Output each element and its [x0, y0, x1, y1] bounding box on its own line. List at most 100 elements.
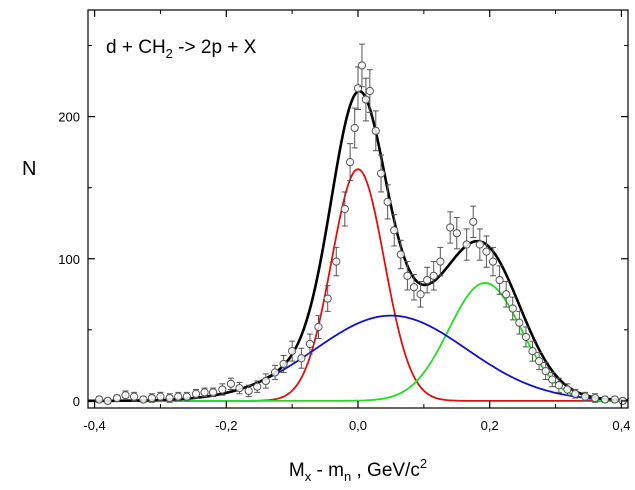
- x-tick-label: 0,4: [612, 418, 630, 433]
- data-point-marker: [446, 223, 455, 232]
- data-point-marker: [610, 395, 619, 404]
- data-point-marker: [279, 359, 288, 369]
- data-point: [147, 393, 156, 403]
- data-point: [353, 66, 363, 110]
- data-point: [495, 265, 504, 295]
- data-point-marker: [365, 86, 374, 96]
- data-point: [297, 347, 306, 369]
- data-point: [200, 387, 209, 398]
- data-point-marker: [103, 396, 112, 405]
- data-point-marker: [165, 393, 174, 403]
- data-point: [534, 352, 544, 371]
- data-point-marker: [345, 157, 355, 167]
- x-label-sub-n: n: [344, 469, 351, 484]
- data-point: [502, 280, 511, 308]
- data-point-marker: [571, 389, 580, 398]
- data-point-marker: [581, 392, 590, 401]
- fit-curves: [88, 89, 629, 403]
- reaction-annotation: d + CH2 -> 2p + X: [106, 37, 257, 61]
- annotation-rest: -> 2p + X: [173, 37, 257, 58]
- data-point-marker: [350, 123, 359, 133]
- data-point-marker: [488, 257, 498, 266]
- data-point-marker: [521, 332, 531, 342]
- data-point-marker: [156, 392, 165, 401]
- data-point: [469, 205, 478, 238]
- data-point-marker: [129, 392, 139, 401]
- annotation-subscript: 2: [166, 46, 173, 61]
- x-tick-label: 0,0: [349, 418, 367, 433]
- fit-curve-total: [88, 89, 629, 403]
- data-point-marker: [482, 247, 491, 256]
- data-point-marker: [121, 391, 130, 400]
- data-point: [332, 246, 341, 277]
- data-point: [350, 107, 359, 149]
- data-point-marker: [409, 283, 419, 292]
- data-point-marker: [112, 393, 122, 403]
- data-point-marker: [376, 169, 386, 178]
- data-point-marker: [554, 381, 563, 390]
- data-point: [508, 296, 517, 321]
- data-point-marker: [548, 375, 557, 384]
- data-point: [95, 395, 104, 404]
- data-point-marker: [390, 226, 399, 235]
- data-point-marker: [200, 388, 209, 397]
- x-label-sub-x: x: [305, 469, 312, 484]
- data-point-marker: [323, 294, 332, 303]
- data-point: [361, 77, 371, 122]
- axis-ticks: -0,4 -0,2 0,0 0,2 0,4 0 100 200: [58, 10, 630, 433]
- data-point: [174, 391, 183, 402]
- data-point-marker: [191, 389, 201, 398]
- data-point-marker: [139, 395, 148, 404]
- x-label-mid: - m: [311, 460, 344, 481]
- data-point-marker: [305, 339, 315, 349]
- data-point-marker: [270, 368, 280, 377]
- data-point: [121, 390, 130, 400]
- data-point: [103, 396, 112, 405]
- data-point-marker: [235, 384, 244, 393]
- data-point: [288, 340, 297, 362]
- data-point: [521, 326, 531, 348]
- data-point: [279, 354, 288, 373]
- data-point-marker: [563, 385, 572, 394]
- data-points: [95, 43, 627, 405]
- data-point-marker: [361, 95, 371, 104]
- data-point-marker: [174, 392, 183, 401]
- data-point-marker: [218, 385, 227, 394]
- data-point: [323, 285, 332, 312]
- data-point: [371, 110, 380, 152]
- data-point-marker: [371, 126, 380, 135]
- data-point-marker: [261, 376, 270, 386]
- fit-curve-red: [88, 168, 628, 402]
- data-point: [581, 391, 590, 402]
- data-point: [436, 246, 445, 277]
- data-point-marker: [147, 393, 156, 403]
- data-point: [383, 184, 392, 220]
- y-tick-label: 200: [58, 110, 80, 125]
- data-point: [541, 362, 550, 381]
- data-point: [129, 391, 139, 402]
- data-point-marker: [534, 356, 544, 366]
- data-point: [548, 371, 557, 388]
- data-point-marker: [541, 366, 550, 376]
- data-point-marker: [429, 271, 438, 280]
- data-point: [409, 273, 419, 301]
- data-point: [452, 217, 461, 250]
- data-point: [261, 373, 270, 389]
- data-point-marker: [469, 217, 478, 226]
- data-point-marker: [340, 204, 349, 214]
- data-point: [590, 393, 600, 403]
- y-axis-label: N: [22, 158, 36, 180]
- data-point: [305, 333, 315, 355]
- data-point-marker: [403, 271, 412, 280]
- y-tick-label: 0: [73, 394, 80, 409]
- data-point: [446, 211, 455, 244]
- data-point-marker: [495, 275, 504, 285]
- data-point: [376, 154, 386, 193]
- data-point: [165, 393, 174, 403]
- data-point-marker: [508, 304, 517, 313]
- data-point-marker: [436, 257, 445, 266]
- data-point: [423, 266, 432, 294]
- x-tick-label: -0,4: [83, 418, 105, 433]
- data-point-marker: [332, 257, 341, 266]
- data-point: [396, 239, 405, 270]
